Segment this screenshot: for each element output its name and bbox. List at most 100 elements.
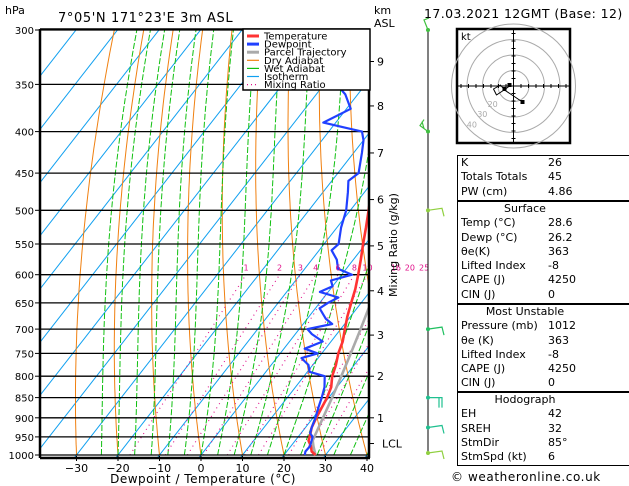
hodo-value: 6: [548, 450, 555, 464]
km-tick-label: 4: [377, 285, 384, 298]
mixing-ratio-line: [244, 274, 355, 456]
legend-label: Wet Adiabat: [264, 64, 325, 75]
hodo-row: EH 42: [458, 407, 629, 421]
mu-row: CAPE (J) 4250: [458, 362, 629, 376]
hodo-label: EH: [461, 407, 477, 421]
index-value: 26: [548, 156, 562, 169]
surface-row: Dewp (°C) 26.2: [458, 231, 629, 245]
legend-label: Parcel Trajectory: [264, 48, 347, 59]
mixing-ratio-label: 10: [362, 264, 372, 273]
dry-adiabat-line: [287, 30, 326, 456]
km-label: km: [374, 4, 391, 17]
mu-row: Pressure (mb) 1012: [458, 319, 629, 333]
parcel-trajectory-line: [311, 303, 369, 456]
mu-value: 1012: [548, 319, 576, 333]
wind-barb: [427, 450, 445, 460]
surface-label: θe(K): [461, 244, 491, 258]
isotherm-line: [115, 132, 369, 457]
temperature-tick-labels: −30 −20 −10 0 10 20 30 40: [65, 456, 374, 475]
hodo-label: StmDir: [461, 435, 500, 449]
isotherm-line: [281, 345, 369, 457]
mu-label: CAPE (J): [461, 362, 506, 376]
location-title: 7°05'N 171°23'E 3m ASL: [58, 11, 233, 26]
dry-adiabat-line: [113, 30, 145, 456]
surface-row: Temp (°C) 28.6: [458, 216, 629, 230]
isotherm-line: [240, 292, 369, 457]
hodograph-header: Hodograph: [494, 393, 556, 406]
surface-label: Temp (°C): [461, 216, 516, 230]
mu-value: 363: [548, 333, 569, 347]
mixing-ratio-line: [186, 274, 301, 456]
wind-barb: [419, 119, 429, 133]
wet-adiabat-line: [134, 30, 166, 456]
surface-header: Surface: [504, 202, 546, 215]
hodograph-marker: [502, 87, 507, 91]
mixing-ratio-label: 20: [405, 264, 415, 273]
isotherm-line: [41, 30, 285, 342]
hodograph-storm-motion-marker: [520, 100, 525, 104]
surface-panel: Surface Temp (°C) 28.6 Dewp (°C) 26.2 θe(K…: [457, 201, 629, 304]
temperature-tick-label: −10: [148, 462, 171, 475]
legend-label: Dewpoint: [264, 40, 312, 51]
surface-value: 4250: [548, 273, 576, 287]
hodo-row: StmSpd (kt) 6: [458, 450, 629, 464]
isotherm-line: [41, 30, 119, 129]
hodo-value: 42: [548, 407, 562, 421]
surface-row: Lifted Index -8: [458, 259, 629, 273]
index-label: PW (cm): [461, 184, 508, 198]
dry-adiabat-line: [349, 30, 369, 290]
hodograph-ring-label: 40: [467, 121, 477, 130]
dry-adiabat-line: [221, 30, 243, 456]
temperature-tick-label: −30: [65, 462, 88, 475]
isotherm-line: [198, 238, 369, 457]
mixing-ratio-axis-title: Mixing Ratio (g/kg): [387, 193, 400, 297]
mu-label: Lifted Index: [461, 347, 526, 361]
temperature-tick-label: −20: [106, 462, 129, 475]
hodograph-ring-label: 30: [477, 110, 487, 119]
km-tick-label: 1: [377, 412, 384, 425]
dry-adiabat-line: [255, 30, 285, 456]
km-tick-label: 8: [377, 100, 384, 113]
temperature-tick-label: 30: [319, 462, 333, 475]
temperature-tick-label: 10: [236, 462, 250, 475]
indices-panel: K 26 Totals Totals 45 PW (cm) 4.86: [457, 155, 629, 201]
wet-adiabat-line: [217, 30, 257, 456]
surface-value: 28.6: [548, 216, 573, 230]
wind-barb: [427, 207, 445, 217]
surface-value: 363: [548, 244, 569, 258]
mu-label: CIN (J): [461, 376, 496, 390]
pressure-tick-label: 300: [15, 26, 34, 37]
mixing-ratio-line: [129, 274, 247, 456]
pressure-gridlines: [41, 29, 369, 456]
hodo-row: StmDir 85°: [458, 436, 629, 450]
mixing-ratio-label: 4: [313, 264, 318, 273]
mixing-ratio-label: 8: [352, 264, 357, 273]
mu-value: -8: [548, 347, 559, 361]
index-label: Totals Totals: [461, 170, 528, 184]
x-axis-title: Dewpoint / Temperature (°C): [110, 472, 296, 486]
mu-value: 4250: [548, 362, 576, 376]
surface-row: CIN (J) 0: [458, 288, 629, 302]
wet-adiabat-line: [266, 30, 345, 456]
pressure-tick-label: 400: [15, 128, 34, 139]
pressure-tick-label: 800: [15, 372, 34, 383]
index-row: K 26: [458, 156, 629, 170]
hpa-label: hPa: [5, 4, 25, 17]
index-row: Totals Totals 45: [458, 170, 629, 184]
surface-row: CAPE (J) 4250: [458, 273, 629, 287]
isotherm-line: [41, 30, 160, 183]
wind-barb: [428, 397, 443, 408]
km-tick-label: 5: [377, 240, 384, 253]
hodograph-panel: Hodograph EH 42 SREH 32 StmDir 85° StmSpd (…: [457, 392, 629, 466]
pressure-tick-label: 750: [15, 349, 34, 360]
mixing-ratio-label: 6: [335, 264, 340, 273]
mu-row: θe (K) 363: [458, 334, 629, 348]
hodograph-unit-label: kt: [461, 32, 471, 43]
km-tick-label: LCL: [382, 438, 403, 451]
index-value: 45: [548, 170, 562, 184]
km-tick-labels: 9 8 7 6 5 4 3 2 1 LCL: [369, 55, 403, 451]
legend-label: Mixing Ratio: [264, 80, 326, 91]
asl-label: ASL: [374, 17, 396, 30]
